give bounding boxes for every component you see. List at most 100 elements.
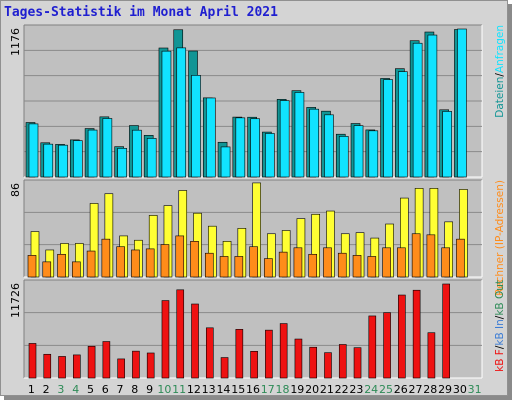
bar-visits-day-4 [72, 261, 81, 278]
bar-kbytes-day-9 [146, 352, 155, 379]
bar-visits-day-12 [190, 241, 199, 278]
x-tick-label: 29 [438, 383, 452, 396]
bar-visits-day-19 [293, 247, 303, 278]
x-tick-label: 8 [131, 383, 138, 396]
bar-kbytes-day-14 [220, 357, 229, 379]
bar-kbytes-day-21 [324, 352, 332, 379]
bar-kbytes-day-10 [161, 300, 170, 379]
bar-kbytes-day-22 [338, 344, 347, 379]
bar-visits-day-3 [57, 253, 66, 278]
bar-hits-day-24 [368, 130, 379, 178]
bar-visits-day-8 [131, 249, 140, 278]
bar-hits-day-6 [102, 118, 113, 178]
bar-visits-day-14 [219, 256, 229, 278]
x-tick-label: 11 [172, 383, 186, 396]
x-tick-label: 12 [187, 383, 201, 396]
x-tick-label: 19 [290, 383, 304, 396]
page-title: Tages-Statistik im Monat April 2021 [4, 5, 278, 20]
bar-kbytes-day-27 [412, 289, 421, 379]
legend-separator: / [494, 73, 506, 77]
bar-hits-day-11 [176, 47, 187, 178]
legend-item: kB Out [494, 280, 506, 316]
bar-visits-day-13 [204, 252, 214, 278]
x-tick-label: 25 [379, 383, 393, 396]
bar-hits-day-1 [28, 123, 39, 178]
bar-kbytes-day-5 [87, 345, 96, 379]
bar-kbytes-day-25 [383, 312, 391, 379]
bar-kbytes-day-24 [368, 315, 377, 379]
bar-visits-day-6 [101, 238, 111, 278]
legend-separator: / [494, 315, 506, 319]
bar-kbytes-day-18 [279, 323, 288, 379]
x-tick-label: 14 [216, 383, 230, 396]
legend-text: Rechner (IP-Adressen) [494, 180, 506, 296]
bar-visits-day-18 [278, 251, 288, 278]
bar-visits-day-22 [337, 252, 347, 278]
x-tick-label: 16 [246, 383, 260, 396]
bar-kbytes-day-11 [176, 289, 185, 379]
bar-kbytes-day-28 [427, 332, 436, 379]
y-max-label: 86 [9, 183, 22, 197]
legend-text: kB F/kB In/kB Out [494, 280, 506, 372]
bar-hits-day-2 [43, 143, 54, 178]
x-tick-label: 28 [423, 383, 437, 396]
x-tick-label: 4 [72, 383, 79, 396]
bar-kbytes-day-29 [442, 283, 450, 379]
bar-visits-day-17 [264, 258, 273, 278]
bar-visits-day-26 [397, 247, 406, 278]
x-tick-label: 9 [146, 383, 153, 396]
bar-hits-day-23 [353, 125, 364, 178]
bar-visits-day-28 [426, 234, 436, 278]
x-tick-label: 24 [364, 383, 378, 396]
legend-item: Anfragen [494, 25, 506, 73]
x-tick-label: 3 [57, 383, 64, 396]
x-tick-label: 7 [117, 383, 124, 396]
bar-hits-day-28 [427, 34, 438, 178]
bar-hits-day-25 [383, 79, 393, 178]
legend-item: Dateien [494, 77, 506, 118]
bar-visits-day-7 [116, 246, 125, 278]
bar-visits-day-9 [145, 248, 155, 278]
legend-item: kB F [494, 349, 506, 372]
bar-kbytes-day-6 [102, 341, 111, 379]
bar-visits-day-25 [382, 247, 391, 278]
bar-hits-day-9 [146, 138, 157, 178]
bar-visits-day-29 [441, 247, 450, 278]
bar-kbytes-day-2 [43, 353, 52, 379]
bar-kbytes-day-19 [294, 338, 303, 379]
bar-kbytes-day-12 [191, 303, 199, 379]
bar-visits-day-11 [175, 235, 185, 278]
bar-visits-day-27 [411, 233, 421, 278]
bar-kbytes-day-3 [58, 356, 66, 379]
x-tick-label: 6 [102, 383, 109, 396]
bar-hits-day-18 [279, 100, 290, 178]
bar-visits-day-16 [249, 246, 258, 278]
bar-kbytes-day-17 [265, 329, 273, 379]
bar-visits-day-24 [367, 256, 377, 278]
bar-visits-day-21 [323, 247, 332, 278]
bar-hits-day-27 [412, 42, 423, 178]
bar-hits-day-20 [309, 108, 320, 178]
x-tick-label: 26 [394, 383, 408, 396]
bar-hits-day-22 [338, 136, 349, 178]
bar-kbytes-day-7 [117, 358, 125, 379]
x-tick-label: 20 [305, 383, 319, 396]
bar-hits-day-26 [398, 71, 408, 178]
x-tick-label: 22 [335, 383, 349, 396]
x-tick-label: 15 [231, 383, 245, 396]
bar-visits-day-30 [456, 238, 465, 278]
legend-item: kB In [494, 319, 506, 345]
x-tick-label: 5 [87, 383, 94, 396]
bar-visits-day-10 [160, 244, 170, 278]
bar-hits-day-10 [161, 50, 172, 178]
x-tick-label: 21 [320, 383, 334, 396]
bar-hits-day-19 [294, 92, 305, 178]
bar-hits-day-8 [132, 129, 142, 178]
bar-kbytes-day-13 [205, 327, 214, 379]
x-tick-label: 27 [409, 383, 423, 396]
bar-kbytes-day-8 [132, 350, 140, 379]
x-tick-label: 30 [453, 383, 467, 396]
bar-visits-day-20 [308, 253, 318, 278]
x-tick-label: 1 [28, 383, 35, 396]
